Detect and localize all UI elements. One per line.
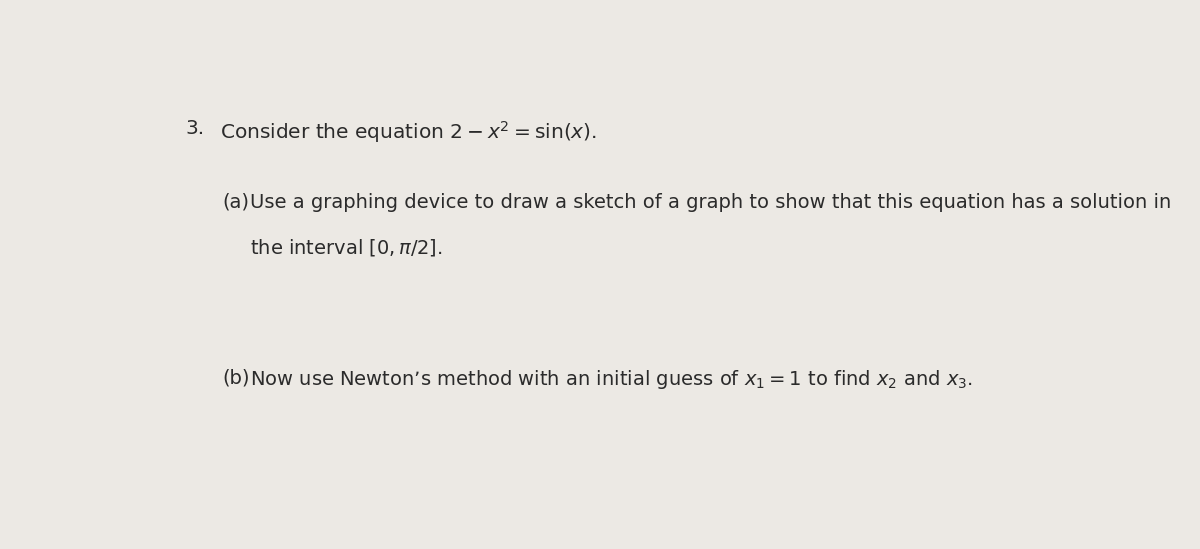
Text: 3.: 3. [185,119,204,138]
Text: (b): (b) [222,368,250,387]
Text: Now use Newton’s method with an initial guess of $x_1 = 1$ to find $x_2$ and $x_: Now use Newton’s method with an initial … [251,368,973,391]
Text: Use a graphing device to draw a sketch of a graph to show that this equation has: Use a graphing device to draw a sketch o… [251,193,1171,212]
Text: Consider the equation $2 - x^2 = \sin(x)$.: Consider the equation $2 - x^2 = \sin(x)… [220,119,596,144]
Text: (a): (a) [222,193,250,212]
Text: the interval $[0, \pi/2]$.: the interval $[0, \pi/2]$. [251,237,443,258]
